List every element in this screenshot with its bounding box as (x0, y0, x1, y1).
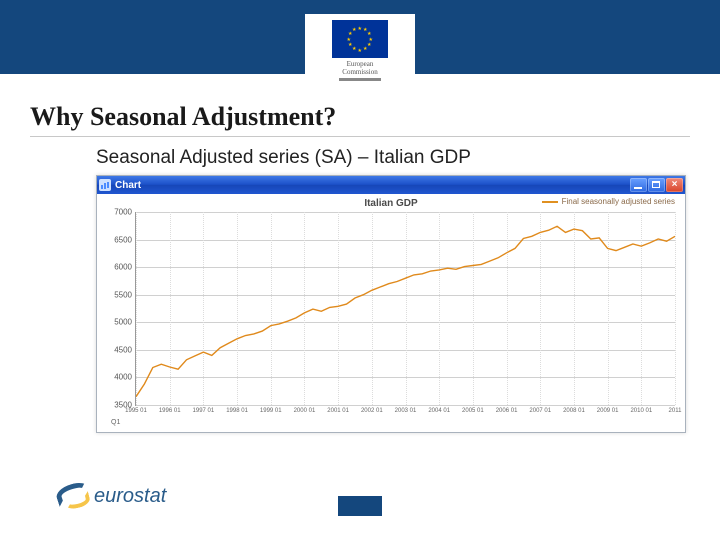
chart-gridline (136, 405, 675, 406)
y-tick-label: 6500 (114, 235, 132, 244)
eu-flag-icon: ★★★★★★★★★★★★ (332, 20, 388, 58)
x-tick-label: 1995 01 (125, 408, 147, 414)
x-tick-label: 2001 01 (327, 408, 349, 414)
european-commission-logo: ★★★★★★★★★★★★ EuropeanCommission (305, 14, 415, 92)
close-button[interactable]: × (666, 178, 683, 192)
y-tick-label: 5500 (114, 290, 132, 299)
x-axis-title: Q1 (111, 419, 120, 426)
chart-window-icon (99, 179, 111, 191)
legend-swatch (542, 201, 558, 203)
x-tick-label: 2011 (669, 408, 682, 414)
page-title: Why Seasonal Adjustment? (30, 102, 690, 137)
ec-logo-text: EuropeanCommission (342, 61, 377, 76)
x-tick-label: 1999 01 (260, 408, 282, 414)
y-tick-label: 4500 (114, 345, 132, 354)
maximize-button[interactable] (648, 178, 665, 192)
minimize-button[interactable] (630, 178, 647, 192)
y-tick-label: 7000 (114, 208, 132, 217)
eurostat-logo: eurostat (56, 482, 166, 510)
window-titlebar[interactable]: Chart × (97, 176, 685, 194)
x-tick-label: 2004 01 (428, 408, 450, 414)
x-tick-label: 2006 01 (496, 408, 518, 414)
page-subtitle: Seasonal Adjusted series (SA) – Italian … (96, 147, 690, 169)
footer-accent-block (338, 496, 382, 516)
x-tick-label: 2008 01 (563, 408, 585, 414)
ec-logo-underline (339, 78, 381, 81)
x-tick-label: 2009 01 (597, 408, 619, 414)
x-tick-label: 2005 01 (462, 408, 484, 414)
chart-plot-area: 350040004500500055006000650070001995 011… (135, 212, 675, 406)
eurostat-swoosh-icon (56, 482, 90, 510)
x-tick-label: 1997 01 (193, 408, 215, 414)
y-tick-label: 5000 (114, 318, 132, 327)
window-title: Chart (115, 180, 630, 191)
x-tick-label: 2003 01 (395, 408, 417, 414)
eurostat-text: eurostat (94, 485, 166, 508)
chart-x-gridline (675, 212, 676, 405)
x-tick-label: 1996 01 (159, 408, 181, 414)
chart-window: Chart × Italian GDP Final seasonally adj… (96, 175, 686, 433)
x-tick-label: 2002 01 (361, 408, 383, 414)
legend-label: Final seasonally adjusted series (562, 197, 675, 206)
x-tick-label: 1998 01 (226, 408, 248, 414)
x-tick-label: 2000 01 (294, 408, 316, 414)
y-tick-label: 4000 (114, 373, 132, 382)
chart-line-series (136, 212, 675, 405)
chart-area: Italian GDP Final seasonally adjusted se… (97, 194, 685, 432)
y-tick-label: 6000 (114, 263, 132, 272)
chart-legend: Final seasonally adjusted series (542, 197, 675, 206)
header-banner: ★★★★★★★★★★★★ EuropeanCommission (0, 0, 720, 74)
x-tick-label: 2007 01 (529, 408, 551, 414)
x-tick-label: 2010 01 (630, 408, 652, 414)
